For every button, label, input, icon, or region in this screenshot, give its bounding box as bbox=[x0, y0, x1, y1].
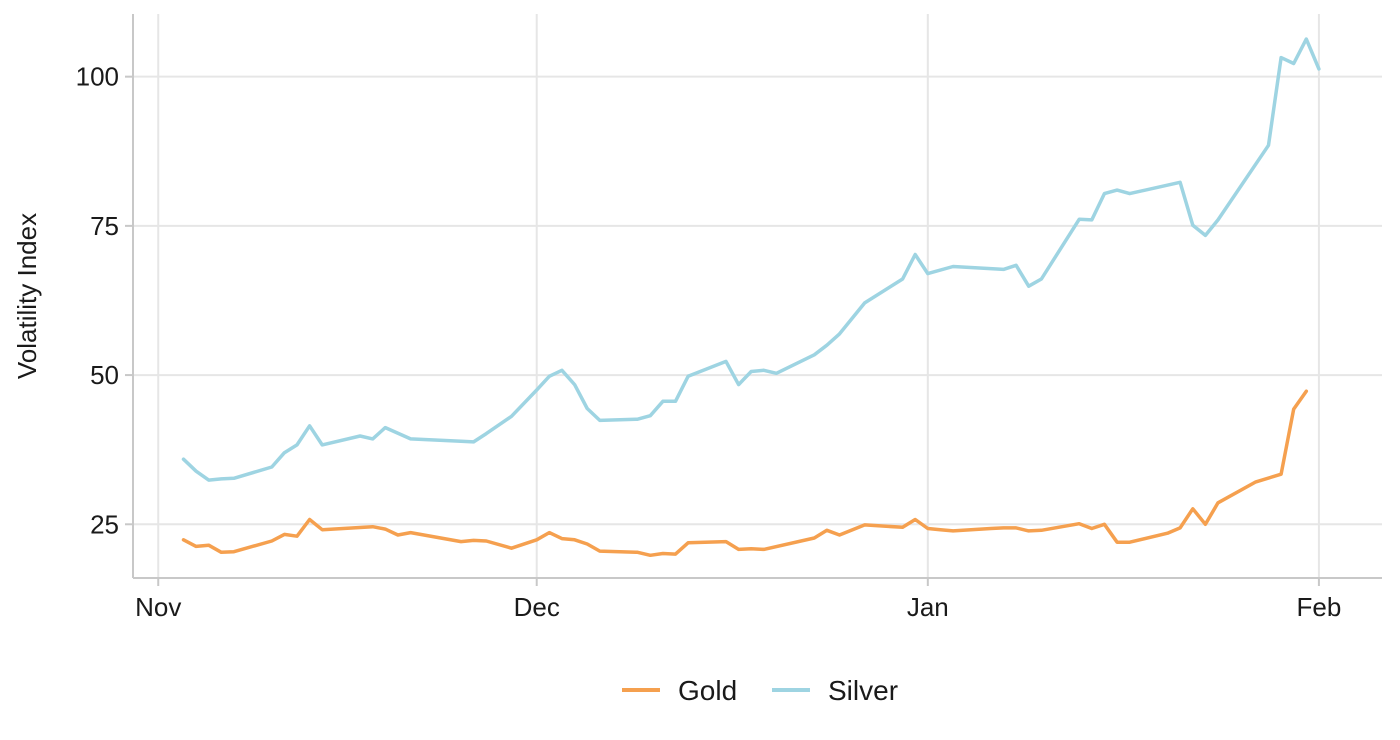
x-tick-label: Nov bbox=[135, 592, 181, 622]
y-tick-label: 100 bbox=[76, 62, 119, 92]
axes-layer: 25 50 75 100 Nov Dec Jan Feb bbox=[76, 14, 1382, 622]
series-line-gold bbox=[181, 389, 1309, 558]
series-line-silver bbox=[181, 37, 1321, 482]
legend-item-silver: Silver bbox=[772, 675, 898, 706]
legend: Gold Silver bbox=[622, 675, 898, 706]
x-tick-label: Dec bbox=[514, 592, 560, 622]
legend-label: Gold bbox=[678, 675, 737, 706]
series-layer bbox=[181, 37, 1321, 558]
x-tick-label: Jan bbox=[907, 592, 949, 622]
y-tick-label: 25 bbox=[90, 509, 119, 539]
y-tick-label: 50 bbox=[90, 360, 119, 390]
legend-item-gold: Gold bbox=[622, 675, 737, 706]
x-tick-label: Feb bbox=[1297, 592, 1342, 622]
grid-layer bbox=[133, 14, 1382, 578]
y-tick-label: 75 bbox=[90, 211, 119, 241]
y-axis-title: Volatility Index bbox=[12, 213, 42, 379]
legend-label: Silver bbox=[828, 675, 898, 706]
